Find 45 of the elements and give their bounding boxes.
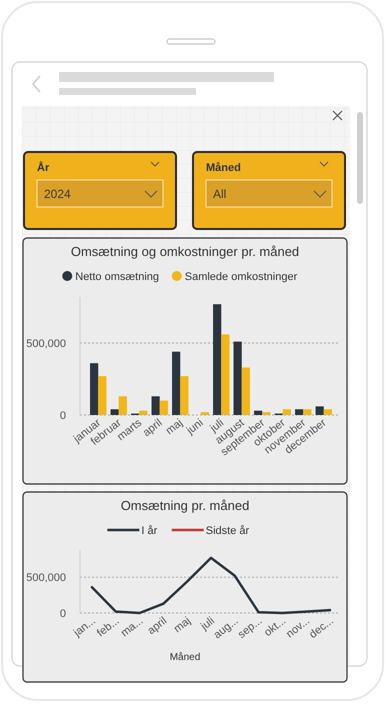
bar <box>180 376 188 415</box>
bar <box>110 409 119 415</box>
x-tick-label: maj <box>172 614 194 636</box>
text: 2024 <box>44 187 72 201</box>
bar <box>200 412 209 415</box>
legend-label: I år <box>141 525 158 537</box>
legend-label: Samlede omkostninger <box>184 271 298 283</box>
legend-label: Netto omsætning <box>75 271 160 283</box>
y-tick-label: 500,000 <box>26 338 66 350</box>
x-tick-label: april <box>140 416 165 440</box>
chart-title: Omsætning pr. måned <box>120 498 250 513</box>
x-tick-label: juli <box>198 614 217 634</box>
x-tick-label: april <box>145 614 170 638</box>
x-axis-title: Måned <box>170 651 200 663</box>
bar <box>303 409 312 415</box>
bar <box>295 409 304 415</box>
bar <box>213 304 222 415</box>
bar <box>254 410 262 415</box>
line-series <box>90 556 332 614</box>
text: År <box>37 161 50 174</box>
x-tick-label: dec... <box>307 614 336 641</box>
bar <box>90 363 98 415</box>
x-tick-label: juni <box>184 416 206 438</box>
bar <box>242 368 250 415</box>
chart-title: Omsætning og omkostninger pr. måned <box>70 244 300 259</box>
bar <box>316 406 324 415</box>
bar <box>221 334 230 415</box>
bar <box>98 376 106 415</box>
text: All <box>213 187 226 201</box>
legend-label: Sidste år <box>206 525 250 537</box>
bar <box>118 396 127 415</box>
bar <box>139 410 148 415</box>
y-tick-label: 0 <box>60 410 66 422</box>
bar <box>282 409 291 415</box>
x-tick-label: sep... <box>236 614 264 641</box>
bar <box>324 409 332 415</box>
bar <box>172 352 180 415</box>
text: Måned <box>206 161 241 174</box>
bar <box>234 342 242 415</box>
bar <box>262 412 270 415</box>
y-tick-label: 500,000 <box>26 572 66 584</box>
x-tick-label: maj <box>164 416 186 438</box>
bar <box>160 400 168 415</box>
y-tick-label: 0 <box>60 608 66 620</box>
bar <box>152 396 160 415</box>
